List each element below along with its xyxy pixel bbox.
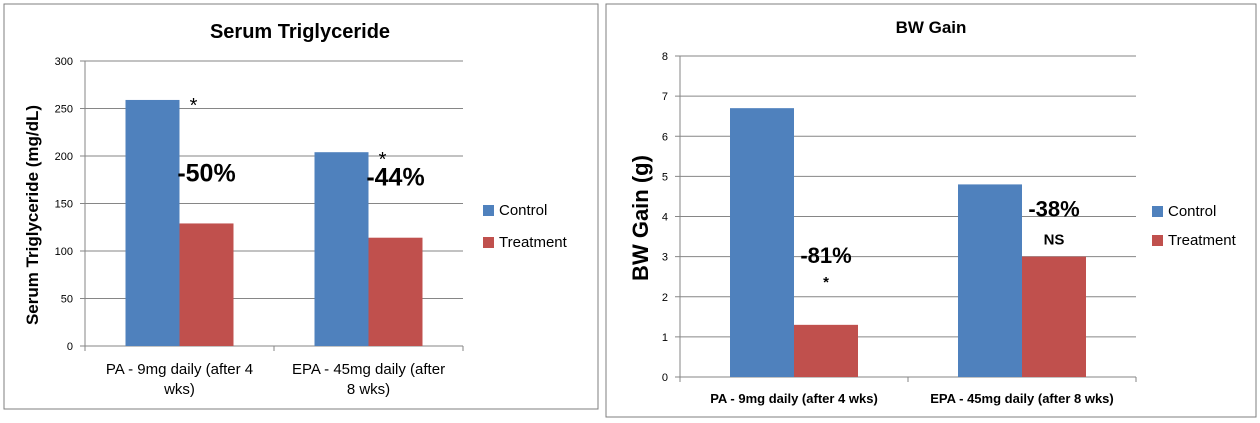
y-tick-label: 8 bbox=[662, 51, 668, 63]
y-tick-label: 5 bbox=[662, 171, 668, 183]
y-tick-labels: 0 1 2 3 4 5 6 7 8 bbox=[662, 51, 668, 384]
bars bbox=[730, 108, 1086, 377]
bar-treatment-2 bbox=[1022, 256, 1086, 377]
y-axis-label: BW Gain (g) bbox=[628, 155, 653, 281]
bar-treatment-1 bbox=[179, 223, 234, 346]
bar-treatment-2 bbox=[368, 237, 423, 346]
bar-control-1 bbox=[730, 108, 794, 377]
percent-change-label: -81% bbox=[800, 243, 851, 268]
bar-control-1 bbox=[125, 99, 180, 346]
y-tick-label: 2 bbox=[662, 292, 668, 304]
x-tick-label: EPA - 45mg daily (after 8 wks) bbox=[930, 391, 1114, 406]
chart-serum-triglyceride: Serum Triglyceride Serum Triglyceride (m… bbox=[3, 3, 599, 410]
y-tick-label: 1 bbox=[662, 332, 668, 344]
y-tick-label: 50 bbox=[61, 294, 73, 306]
legend-label-treatment: Treatment bbox=[499, 234, 568, 251]
bar-treatment-1 bbox=[794, 324, 858, 377]
bar-control-2 bbox=[958, 184, 1022, 377]
y-tick-label: 300 bbox=[55, 56, 73, 68]
bars bbox=[125, 99, 423, 346]
x-tick-labels: PA - 9mg daily (after 4 wks) EPA - 45mg da… bbox=[106, 361, 445, 398]
y-tick-label: 150 bbox=[55, 199, 73, 211]
legend-swatch-treatment bbox=[1152, 235, 1163, 246]
legend-label-treatment: Treatment bbox=[1168, 232, 1237, 249]
y-tick-label: 6 bbox=[662, 131, 668, 143]
y-tick-label: 3 bbox=[662, 252, 668, 264]
annotations: -50% -44%** bbox=[177, 95, 424, 192]
legend: Control Treatment bbox=[1152, 203, 1237, 249]
y-axis-label: Serum Triglyceride (mg/dL) bbox=[23, 105, 42, 325]
x-tick-label: EPA - 45mg daily (after bbox=[292, 361, 445, 378]
x-tick-label: wks) bbox=[163, 381, 195, 398]
x-tick-label: 8 wks) bbox=[347, 381, 390, 398]
legend: Control Treatment bbox=[483, 202, 568, 251]
y-tick-label: 100 bbox=[55, 246, 73, 258]
y-tick-label: 0 bbox=[67, 341, 73, 353]
significance-marker: * bbox=[379, 149, 387, 171]
chart-frame bbox=[605, 3, 1257, 418]
significance-marker: NS bbox=[1044, 232, 1065, 249]
legend-label-control: Control bbox=[499, 202, 547, 219]
significance-marker: * bbox=[190, 95, 198, 117]
legend-label-control: Control bbox=[1168, 203, 1216, 220]
y-tick-label: 0 bbox=[662, 372, 668, 384]
percent-change-label: -38% bbox=[1028, 197, 1079, 222]
y-tick-label: 250 bbox=[55, 104, 73, 116]
chart-title: BW Gain bbox=[896, 18, 967, 37]
legend-swatch-control bbox=[1152, 206, 1163, 217]
y-tick-label: 4 bbox=[662, 212, 668, 224]
bar-control-2 bbox=[314, 152, 369, 346]
chart-frame bbox=[3, 3, 599, 410]
chart-title: Serum Triglyceride bbox=[210, 21, 390, 43]
percent-change-label: -44% bbox=[366, 164, 424, 192]
x-tick-label: PA - 9mg daily (after 4 bbox=[106, 361, 253, 378]
y-tick-labels: 0 50 100 150 200 250 300 bbox=[55, 56, 73, 353]
y-tick-label: 7 bbox=[662, 91, 668, 103]
chart-bw-gain: BW Gain BW Gain (g) 0 1 2 3 4 5 6 7 8 PA - 9mg d… bbox=[605, 3, 1257, 418]
x-tick-label: PA - 9mg daily (after 4 wks) bbox=[710, 391, 878, 406]
significance-marker: * bbox=[823, 274, 829, 291]
percent-change-label: -50% bbox=[177, 159, 235, 187]
y-tick-label: 200 bbox=[55, 151, 73, 163]
x-tick-labels: PA - 9mg daily (after 4 wks) EPA - 45mg d… bbox=[710, 391, 1114, 406]
annotations: -81% -38% * NS bbox=[800, 197, 1079, 291]
legend-swatch-control bbox=[483, 205, 494, 216]
legend-swatch-treatment bbox=[483, 237, 494, 248]
